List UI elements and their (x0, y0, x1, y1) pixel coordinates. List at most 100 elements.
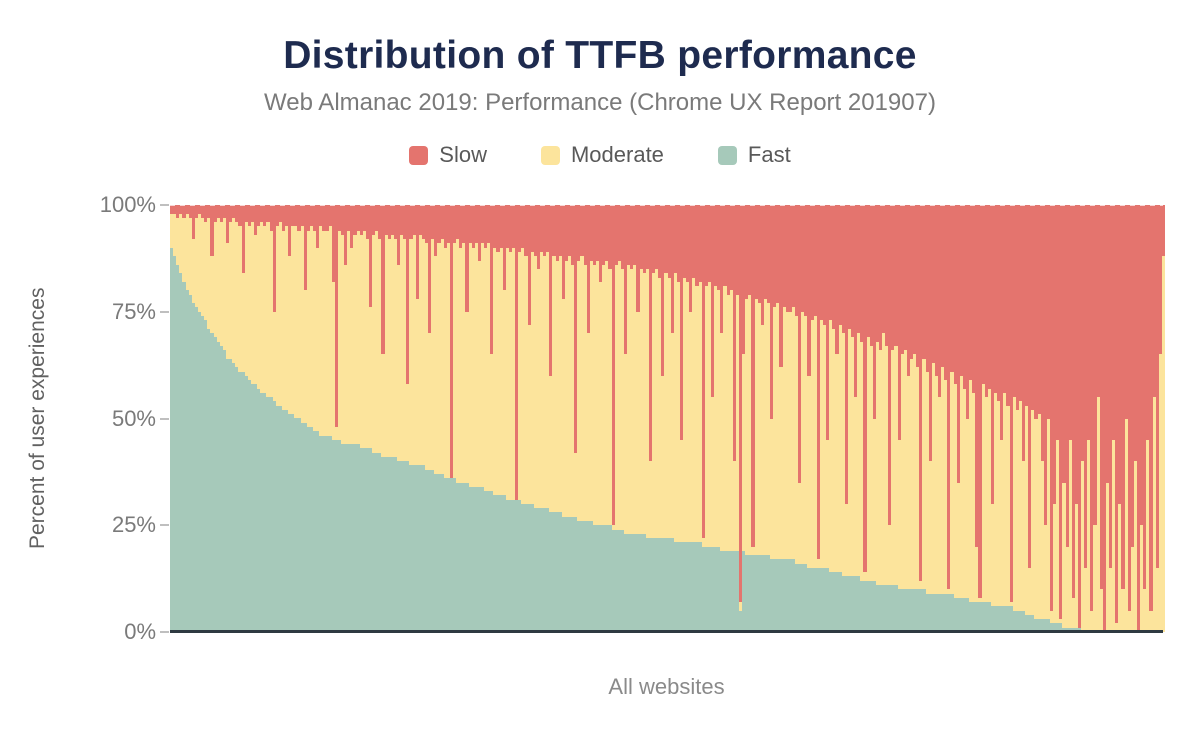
bar-column (1065, 205, 1069, 632)
legend-item-fast[interactable]: Fast (717, 142, 791, 168)
bar-column (185, 205, 189, 632)
bar-column (882, 205, 886, 632)
bar-column (919, 205, 923, 632)
bar-column (412, 205, 416, 632)
bar-column (229, 205, 233, 632)
bar-column (350, 205, 354, 632)
bar-column (667, 205, 671, 632)
bar-column (1025, 205, 1029, 632)
bar-column (894, 205, 898, 632)
bar-column (950, 205, 954, 632)
slow-swatch-icon (409, 145, 429, 165)
bar-column (1056, 205, 1060, 632)
bar-column (558, 205, 562, 632)
stacked-bars[interactable] (170, 205, 1165, 632)
bar-column (487, 205, 491, 632)
bar-column (260, 205, 264, 632)
bar-column (344, 205, 348, 632)
bar-column (1021, 205, 1026, 632)
bar-column (403, 205, 407, 632)
bar-column (841, 205, 845, 632)
fast-swatch-icon (717, 145, 737, 165)
bar-column (978, 205, 982, 632)
bar-column (409, 205, 413, 632)
bar-column (707, 205, 712, 632)
legend-label-fast: Fast (747, 142, 791, 167)
bar-column (972, 205, 976, 632)
bar-column (1018, 205, 1022, 632)
bar-column (975, 205, 979, 632)
bar-column (760, 205, 764, 632)
bar-column (359, 205, 363, 632)
y-axis-tick-marks (160, 204, 169, 633)
bar-column (648, 205, 652, 632)
bar-column (468, 205, 472, 632)
bar-column (763, 205, 767, 632)
bar-column (1146, 205, 1150, 632)
bar-column (1049, 205, 1054, 632)
page-title: Distribution of TTFB performance (283, 34, 917, 77)
bar-column (589, 205, 593, 632)
bar-column (238, 205, 242, 632)
bar-column (201, 205, 205, 632)
bar-column (838, 205, 842, 632)
y-axis-tick-labels: 100% 75% 50% 25% 0% (0, 192, 156, 644)
bar-column (676, 205, 680, 632)
bar-column (474, 205, 478, 632)
bar-column (337, 205, 342, 632)
bar-column (608, 205, 612, 632)
bar-column (204, 205, 208, 632)
legend-label-slow: Slow (439, 142, 487, 167)
bar-column (623, 205, 628, 632)
bar-column (179, 205, 183, 632)
bar-column (225, 205, 230, 632)
bar-column (300, 205, 304, 632)
bar-column (543, 205, 547, 632)
bar-column (773, 205, 777, 632)
chart-legend: Slow Moderate Fast (0, 142, 1200, 168)
bar-column (1040, 205, 1044, 632)
bar-column (480, 205, 485, 632)
bar-column (477, 205, 481, 632)
bar-column (235, 205, 239, 632)
bar-column (294, 205, 298, 632)
bar-column (571, 205, 575, 632)
bar-column (561, 205, 565, 632)
legend-item-slow[interactable]: Slow (409, 142, 487, 168)
bar-column (670, 205, 674, 632)
bar-column (903, 205, 907, 632)
bar-column (434, 205, 438, 632)
bar-column (1053, 205, 1057, 632)
bar-column (993, 205, 998, 632)
bar-column (173, 205, 177, 632)
bar-column (197, 205, 202, 632)
bar-column (540, 205, 544, 632)
bar-column (928, 205, 932, 632)
bar-column (854, 205, 858, 632)
bar-column (502, 205, 506, 632)
bar-column (443, 205, 447, 632)
tick-mark (160, 310, 169, 313)
bar-column (316, 205, 320, 632)
bar-column (844, 205, 848, 632)
bar-column (798, 205, 802, 632)
bar-column (546, 205, 550, 632)
bar-column (794, 205, 799, 632)
bar-column (1012, 205, 1016, 632)
bar-column (518, 205, 522, 632)
bar-column (319, 205, 323, 632)
legend-item-moderate[interactable]: Moderate (540, 142, 664, 168)
bar-column (822, 205, 827, 632)
bar-column (829, 205, 833, 632)
bar-column (875, 205, 879, 632)
bar-column (387, 205, 391, 632)
bar-column (580, 205, 584, 632)
bar-column (244, 205, 248, 632)
bar-column (913, 205, 917, 632)
bar-column (969, 205, 973, 632)
bar-column (941, 205, 945, 632)
bar-column (421, 205, 425, 632)
bar-column (210, 205, 214, 632)
bar-column (1152, 205, 1156, 632)
